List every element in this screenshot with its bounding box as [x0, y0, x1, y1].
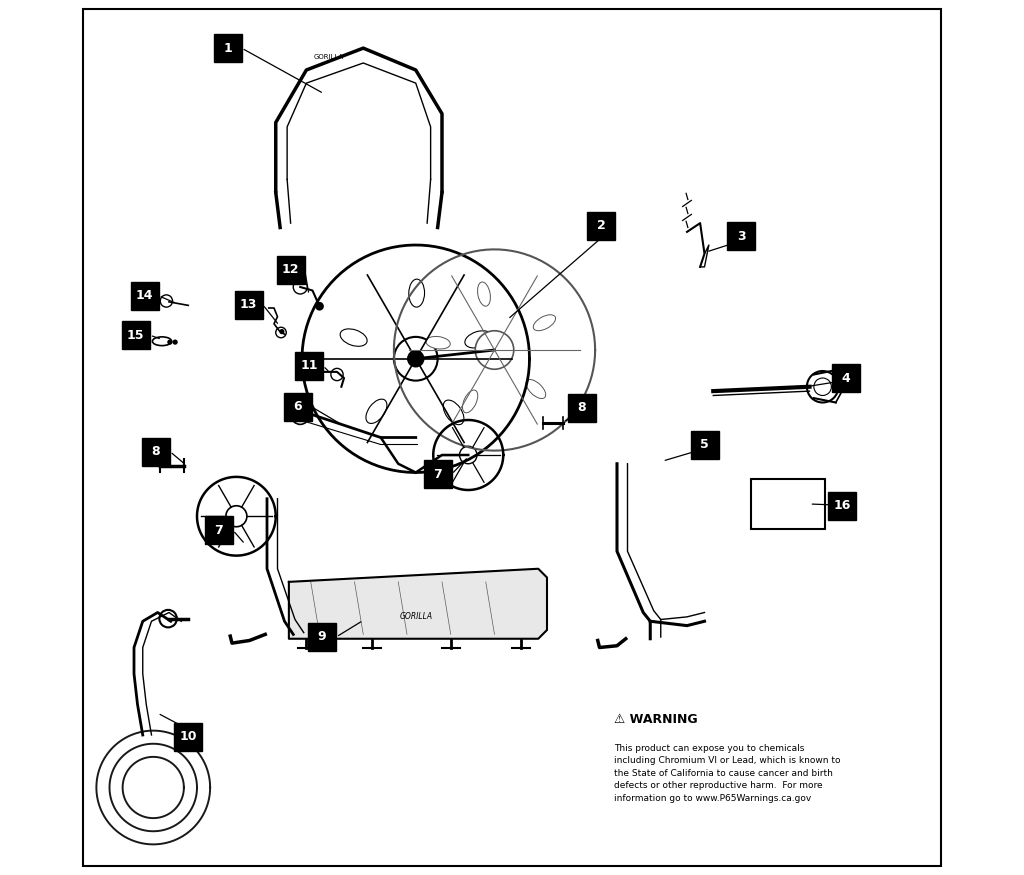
Text: 15: 15 [127, 329, 144, 341]
Ellipse shape [465, 331, 492, 348]
Ellipse shape [443, 400, 464, 424]
FancyBboxPatch shape [122, 321, 150, 349]
Text: 1: 1 [223, 42, 232, 54]
Circle shape [475, 331, 514, 369]
FancyBboxPatch shape [142, 438, 170, 466]
FancyBboxPatch shape [833, 364, 860, 392]
Ellipse shape [534, 315, 556, 331]
FancyBboxPatch shape [568, 394, 596, 422]
FancyBboxPatch shape [727, 222, 756, 250]
Polygon shape [289, 569, 547, 639]
Circle shape [167, 340, 172, 345]
Text: 3: 3 [737, 230, 745, 242]
Text: 16: 16 [834, 500, 851, 512]
Circle shape [814, 378, 831, 396]
Circle shape [160, 295, 172, 307]
Text: 14: 14 [136, 290, 154, 302]
Text: 6: 6 [293, 401, 302, 413]
Circle shape [807, 371, 839, 402]
Text: 2: 2 [597, 220, 605, 232]
Text: 7: 7 [433, 468, 442, 480]
FancyBboxPatch shape [827, 492, 856, 520]
Circle shape [407, 350, 425, 367]
Ellipse shape [153, 337, 172, 346]
Text: GORILLA: GORILLA [399, 612, 432, 621]
FancyBboxPatch shape [308, 623, 336, 651]
FancyBboxPatch shape [234, 290, 262, 318]
FancyBboxPatch shape [690, 430, 719, 458]
Circle shape [331, 368, 343, 381]
Ellipse shape [463, 390, 478, 413]
Circle shape [460, 446, 477, 464]
Text: 8: 8 [152, 445, 160, 458]
Circle shape [280, 329, 285, 334]
Circle shape [315, 302, 324, 311]
FancyBboxPatch shape [284, 393, 311, 421]
Circle shape [293, 280, 307, 294]
Text: 10: 10 [179, 731, 197, 743]
FancyBboxPatch shape [205, 516, 232, 544]
FancyBboxPatch shape [214, 34, 242, 62]
Ellipse shape [526, 380, 546, 398]
Text: 9: 9 [317, 631, 327, 643]
FancyBboxPatch shape [424, 460, 452, 488]
Text: GORILLA: GORILLA [313, 54, 343, 60]
Ellipse shape [426, 337, 451, 349]
Bar [751, 479, 825, 529]
Text: 8: 8 [578, 402, 587, 414]
Circle shape [160, 610, 177, 627]
Text: 12: 12 [282, 263, 299, 276]
FancyBboxPatch shape [130, 282, 159, 310]
Ellipse shape [340, 329, 368, 346]
Text: This product can expose you to chemicals
including Chromium VI or Lead, which is: This product can expose you to chemicals… [614, 744, 841, 802]
Ellipse shape [366, 399, 387, 424]
Text: 7: 7 [214, 524, 223, 536]
Text: 5: 5 [700, 438, 709, 451]
Circle shape [292, 407, 309, 424]
FancyBboxPatch shape [295, 352, 323, 380]
Circle shape [394, 337, 437, 381]
FancyBboxPatch shape [276, 255, 304, 284]
FancyBboxPatch shape [587, 212, 615, 240]
Ellipse shape [409, 279, 425, 307]
Circle shape [226, 506, 247, 527]
Circle shape [172, 340, 178, 345]
FancyBboxPatch shape [174, 723, 203, 751]
Text: 4: 4 [842, 372, 851, 384]
Text: 13: 13 [240, 298, 257, 311]
Ellipse shape [477, 282, 490, 306]
Text: ⚠ WARNING: ⚠ WARNING [614, 713, 698, 726]
Circle shape [275, 327, 287, 338]
Text: 11: 11 [300, 360, 317, 372]
